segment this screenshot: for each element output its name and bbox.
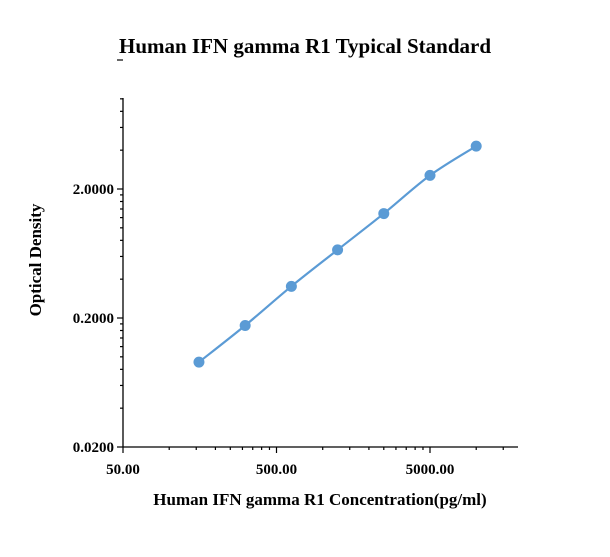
x-tick-label: 500.00 xyxy=(256,462,297,478)
y-tick-label: 0.2000 xyxy=(73,311,114,327)
data-point xyxy=(285,280,297,292)
y-axis-label: Optical Density xyxy=(26,203,45,316)
x-axis-label: Human IFN gamma R1 Concentration(pg/ml) xyxy=(153,490,486,509)
data-point xyxy=(470,140,482,152)
chart-title: Human IFN gamma R1 Typical Standard xyxy=(118,34,492,58)
data-point xyxy=(424,169,436,181)
x-tick-label: 50.00 xyxy=(106,462,140,478)
x-axis-ticks xyxy=(122,447,504,453)
series-group xyxy=(193,140,482,368)
data-point xyxy=(378,208,390,220)
x-tick-label: 5000.00 xyxy=(406,462,455,478)
y-axis-tick-labels: 0.0200 0.2000 2.0000 xyxy=(73,182,114,456)
data-point xyxy=(239,319,251,331)
y-tick-label: 0.0200 xyxy=(73,440,114,456)
y-tick-label: 2.0000 xyxy=(73,182,114,198)
chart-axes xyxy=(122,98,518,448)
y-axis-ticks xyxy=(117,59,123,448)
data-point xyxy=(193,356,205,368)
data-point xyxy=(332,244,344,256)
x-axis-tick-labels: 50.00 500.00 5000.00 xyxy=(106,462,454,478)
